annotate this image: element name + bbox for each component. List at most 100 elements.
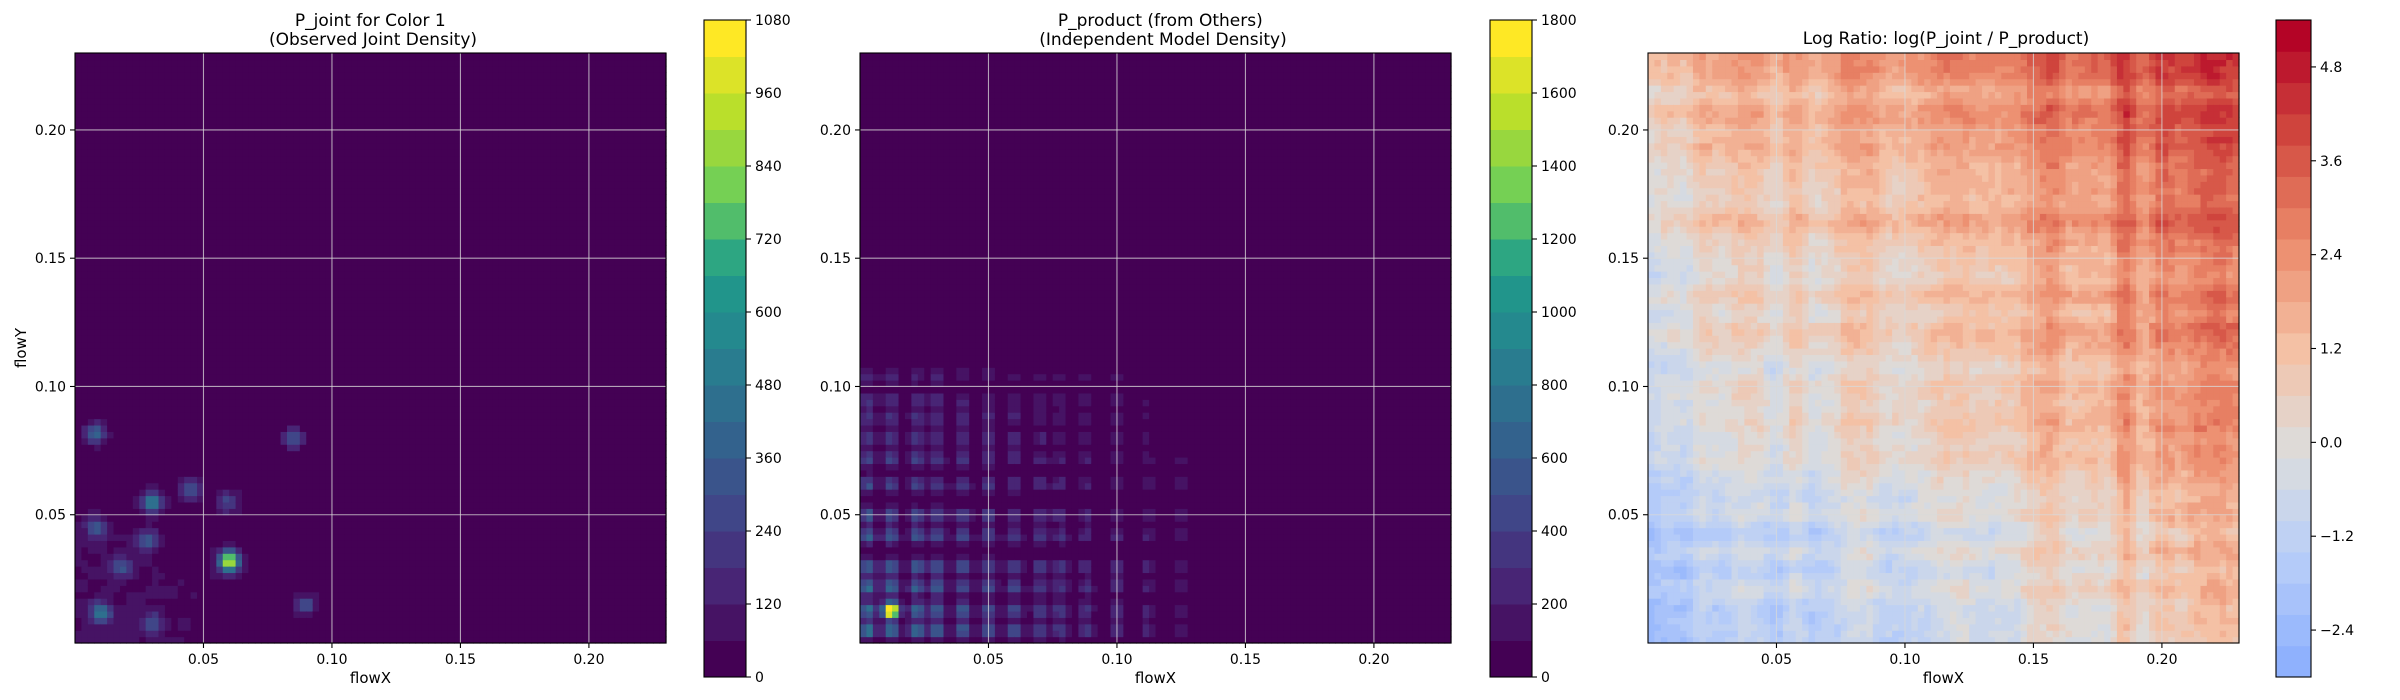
heatmap-cell (306, 585, 313, 592)
heatmap-cell (351, 354, 358, 361)
heatmap-cell (216, 611, 223, 618)
heatmap-cell (377, 419, 384, 426)
heatmap-cell (88, 617, 95, 624)
heatmap-cell (88, 393, 95, 400)
heatmap-cell (126, 290, 133, 297)
heatmap-cell (133, 258, 140, 265)
heatmap-cell (390, 233, 397, 240)
heatmap-cell (300, 72, 307, 79)
heatmap-cell (88, 168, 95, 175)
heatmap-cell (203, 393, 210, 400)
heatmap-cell (210, 399, 217, 406)
heatmap-cell (236, 290, 243, 297)
heatmap-cell (81, 431, 88, 438)
heatmap-cell (281, 585, 288, 592)
heatmap-cell (146, 630, 153, 637)
heatmap-cell (184, 213, 191, 220)
heatmap-cell (101, 425, 108, 432)
heatmap-cell (377, 547, 384, 554)
heatmap-cell (390, 303, 397, 310)
heatmap-cell (293, 245, 300, 252)
heatmap-cell (75, 290, 82, 297)
heatmap-cell (351, 290, 358, 297)
heatmap-cell (210, 579, 217, 586)
heatmap-cell (377, 451, 384, 458)
heatmap-cell (415, 72, 422, 79)
heatmap-cell (287, 496, 294, 503)
heatmap-cell (319, 85, 326, 92)
heatmap-cell (313, 572, 320, 579)
heatmap-cell (319, 483, 326, 490)
heatmap-cell (242, 258, 249, 265)
heatmap-cell (139, 91, 146, 98)
heatmap-cell (390, 297, 397, 304)
heatmap-cell (364, 136, 371, 143)
heatmap-cell (75, 335, 82, 342)
heatmap-cell (300, 515, 307, 522)
heatmap-cell (248, 463, 255, 470)
heatmap-cell (210, 521, 217, 528)
heatmap-cell (396, 329, 403, 336)
heatmap-cell (81, 310, 88, 317)
heatmap-cell (364, 361, 371, 368)
heatmap-cell (268, 168, 275, 175)
heatmap-cell (396, 457, 403, 464)
heatmap-cell (165, 393, 172, 400)
heatmap-cell (191, 194, 198, 201)
heatmap-cell (159, 386, 166, 393)
heatmap-cell (293, 431, 300, 438)
heatmap-cell (229, 284, 236, 291)
heatmap-cell (133, 297, 140, 304)
heatmap-cell (300, 605, 307, 612)
heatmap-cell (338, 585, 345, 592)
heatmap-cell (383, 624, 390, 631)
heatmap-cell (338, 560, 345, 567)
heatmap-cell (293, 297, 300, 304)
heatmap-cell (152, 201, 159, 208)
heatmap-cell (139, 277, 146, 284)
heatmap-cell (191, 444, 198, 451)
heatmap-cell (377, 258, 384, 265)
heatmap-cell (236, 489, 243, 496)
heatmap-cell (107, 483, 114, 490)
heatmap-cell (383, 111, 390, 118)
heatmap-cell (114, 457, 121, 464)
heatmap-cell (203, 290, 210, 297)
heatmap-cell (358, 220, 365, 227)
heatmap-cell (248, 239, 255, 246)
heatmap-cell (191, 233, 198, 240)
heatmap-cell (114, 553, 121, 560)
heatmap-cell (114, 91, 121, 98)
heatmap-cell (281, 605, 288, 612)
heatmap-cell (403, 98, 410, 105)
heatmap-cell (281, 419, 288, 426)
heatmap-cell (165, 483, 172, 490)
heatmap-cell (390, 207, 397, 214)
heatmap-cell (171, 611, 178, 618)
heatmap-cell (203, 79, 210, 86)
heatmap-cell (101, 297, 108, 304)
heatmap-cell (274, 521, 281, 528)
heatmap-cell (319, 534, 326, 541)
heatmap-cell (351, 367, 358, 374)
heatmap-cell (306, 566, 313, 573)
heatmap-cell (203, 521, 210, 528)
heatmap-cell (165, 598, 172, 605)
heatmap-cell (287, 560, 294, 567)
heatmap-cell (351, 592, 358, 599)
heatmap-cell (287, 515, 294, 522)
heatmap-cell (268, 220, 275, 227)
heatmap-cell (306, 303, 313, 310)
heatmap-cell (81, 91, 88, 98)
heatmap-cell (126, 572, 133, 579)
heatmap-cell (345, 553, 352, 560)
heatmap-cell (229, 143, 236, 150)
heatmap-cell (139, 630, 146, 637)
heatmap-cell (338, 566, 345, 573)
heatmap-cell (409, 579, 416, 586)
heatmap-cell (313, 329, 320, 336)
heatmap-cell (210, 566, 217, 573)
heatmap-cell (171, 329, 178, 336)
heatmap-cell (409, 412, 416, 419)
heatmap-cell (229, 451, 236, 458)
